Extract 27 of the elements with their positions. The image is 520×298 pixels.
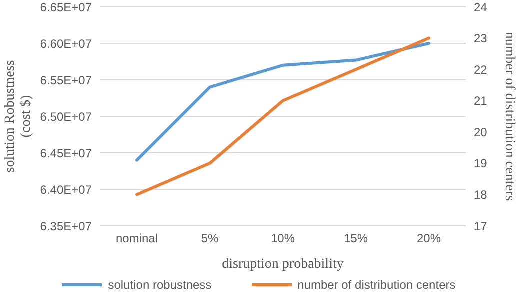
y2-tick-label: 24 (474, 0, 488, 14)
y2-tick-label: 20 (474, 125, 488, 140)
y-tick-label: 6.45E+07 (40, 146, 92, 160)
x-tick-label: 10% (270, 232, 296, 246)
x-tick-label: 5% (201, 232, 219, 246)
line-series (136, 42, 430, 162)
legend-label: solution robustness (107, 278, 212, 292)
x-tick-label: nominal (116, 232, 158, 246)
legend-label: number of distribution centers (296, 278, 456, 292)
y-tick-label: 6.65E+07 (40, 0, 92, 14)
y-tick-label: 6.55E+07 (40, 73, 92, 88)
y2-axis-title: number of distribution centers (502, 32, 517, 202)
y2-tick-label: 19 (474, 156, 488, 171)
x-axis-title: disruption probability (222, 257, 344, 272)
line-series (136, 36, 430, 196)
y-tick-label: 6.35E+07 (40, 219, 92, 234)
x-tick-label: 20% (416, 232, 442, 246)
y-axis-title: solution Robustness (cost $) (3, 60, 34, 173)
y2-tick-label: 17 (474, 219, 488, 234)
y2-tick-label: 22 (474, 62, 488, 77)
y-tick-label: 6.60E+07 (40, 36, 92, 51)
y-tick-label: 6.50E+07 (40, 110, 92, 124)
y2-tick-label: 23 (474, 32, 488, 46)
y-tick-label: 6.40E+07 (40, 182, 92, 197)
y2-tick-label: 18 (474, 188, 488, 202)
y2-tick-label: 21 (474, 94, 488, 108)
x-tick-label: 15% (344, 232, 368, 246)
